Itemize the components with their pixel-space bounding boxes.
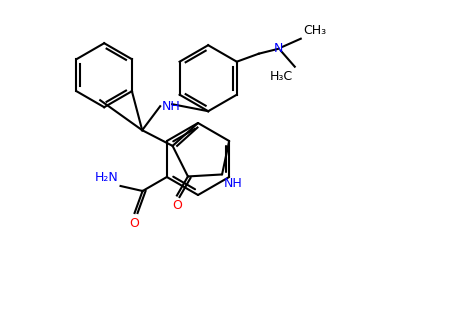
Text: N: N: [273, 42, 283, 55]
Text: O: O: [129, 217, 139, 230]
Text: NH: NH: [224, 177, 242, 190]
Text: H₃C: H₃C: [269, 70, 292, 83]
Text: H₂N: H₂N: [95, 171, 118, 184]
Text: CH₃: CH₃: [302, 24, 325, 37]
Text: O: O: [172, 198, 181, 211]
Text: NH: NH: [162, 100, 180, 113]
